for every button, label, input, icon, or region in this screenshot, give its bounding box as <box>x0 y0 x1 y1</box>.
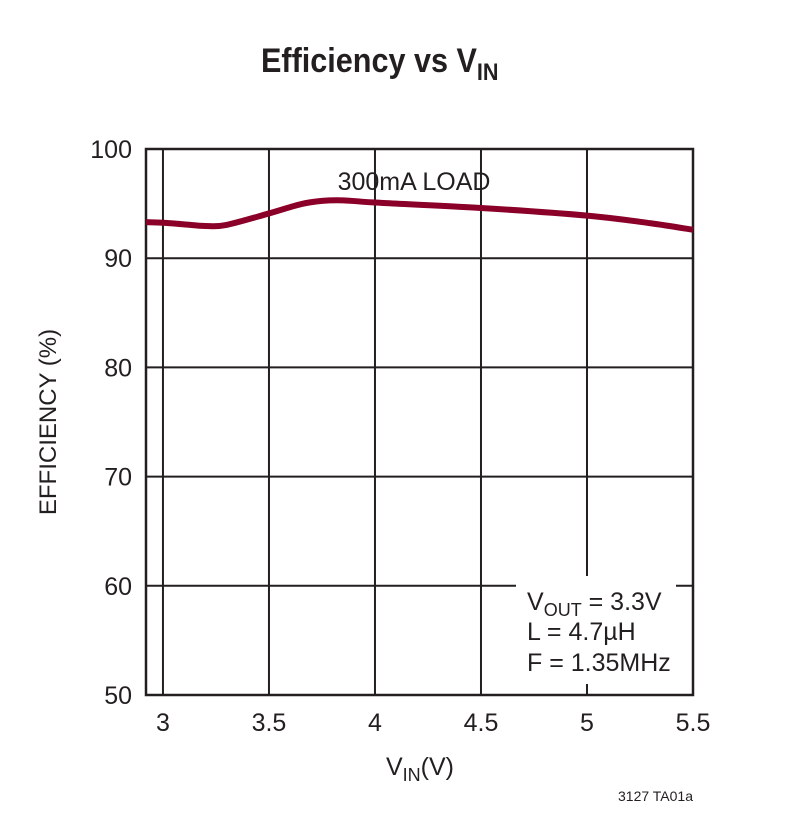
figure-code: 3127 TA01a <box>618 788 693 804</box>
x-tick-label: 5.5 <box>676 709 711 737</box>
y-axis-label: EFFICIENCY (%) <box>35 329 62 515</box>
y-tick-label: 70 <box>104 464 132 492</box>
y-tick-label: 90 <box>104 245 132 273</box>
inductor-annotation: L = 4.7µH <box>527 618 636 646</box>
y-tick-label: 60 <box>104 573 132 601</box>
tick-labels: 50 60 70 80 90 100 3 3.5 4 4.5 5 5.5 <box>90 136 710 737</box>
legend-box <box>516 576 676 684</box>
x-axis-label: VIN(V) <box>386 753 454 785</box>
x-tick-label: 4 <box>368 709 382 737</box>
grid <box>144 147 695 697</box>
chart-title: Efficiency vs VIN <box>261 42 499 86</box>
load-annotation: 300mA LOAD <box>338 168 491 196</box>
x-tick-label: 3.5 <box>252 709 287 737</box>
plot-frame <box>144 147 695 697</box>
x-tick-label: 3 <box>156 709 170 737</box>
y-tick-label: 100 <box>90 136 132 164</box>
x-tick-label: 4.5 <box>464 709 499 737</box>
frequency-annotation: F = 1.35MHz <box>527 649 671 677</box>
vout-annotation: VOUT = 3.3V <box>527 588 662 620</box>
x-tick-label: 5 <box>580 709 594 737</box>
y-tick-label: 50 <box>104 682 132 710</box>
series-line-efficiency <box>145 197 694 233</box>
y-tick-label: 80 <box>104 354 132 382</box>
